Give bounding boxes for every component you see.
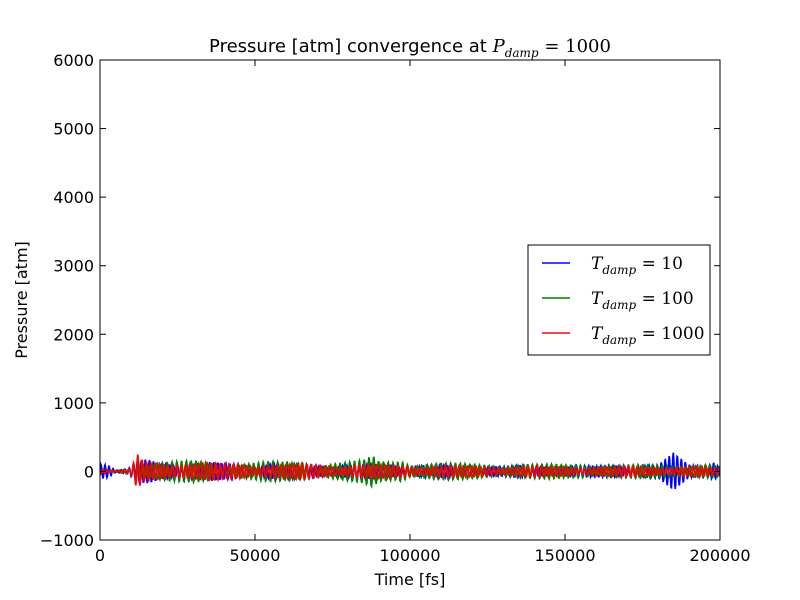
y-tick-label: −1000	[40, 531, 94, 550]
legend-label-rhs: = 1000	[636, 324, 704, 344]
legend-label-base: T	[591, 324, 604, 344]
y-tick-label: 4000	[53, 188, 94, 207]
x-axis-label: Time [fs]	[374, 570, 446, 589]
chart-title-math-rhs: = 1000	[539, 36, 611, 57]
legend-label-rhs: = 10	[636, 254, 683, 274]
x-tick-label: 200000	[689, 546, 750, 565]
chart-title-math-base: P	[492, 36, 506, 57]
legend-label-base: T	[591, 254, 604, 274]
y-tick-label: 6000	[53, 51, 94, 70]
y-tick-label: 1000	[53, 394, 94, 413]
legend-label-sub: damp	[602, 298, 636, 312]
y-tick-label: 0	[84, 462, 94, 481]
x-tick-label: 100000	[379, 546, 440, 565]
legend-label-rhs: = 100	[636, 289, 694, 309]
y-tick-label: 5000	[53, 120, 94, 139]
x-tick-label: 150000	[534, 546, 595, 565]
y-axis-label: Pressure [atm]	[12, 241, 31, 359]
series-line-2	[100, 456, 720, 489]
legend-label-1: Tdamp = 10	[591, 254, 683, 277]
chart-title-prefix: Pressure [atm] convergence at	[209, 36, 493, 57]
y-tick-label: 2000	[53, 325, 94, 344]
chart-title: Pressure [atm] convergence at Pdamp = 10…	[209, 36, 611, 60]
y-tick-label: 3000	[53, 257, 94, 276]
legend-label-sub: damp	[602, 333, 636, 347]
x-tick-label: 50000	[230, 546, 281, 565]
ticks-group: 0 50000 100000 150000 200000−100001000200030…	[40, 51, 751, 565]
legend-label-sub: damp	[602, 263, 636, 277]
chart-title-math-sub: damp	[505, 46, 539, 60]
legend-label-3: Tdamp = 1000	[591, 324, 705, 347]
x-tick-label: 0	[95, 546, 105, 565]
series-line-3	[100, 454, 720, 486]
legend-label-base: T	[591, 289, 604, 309]
legend-label-2: Tdamp = 100	[591, 289, 694, 312]
series-group	[100, 452, 720, 490]
